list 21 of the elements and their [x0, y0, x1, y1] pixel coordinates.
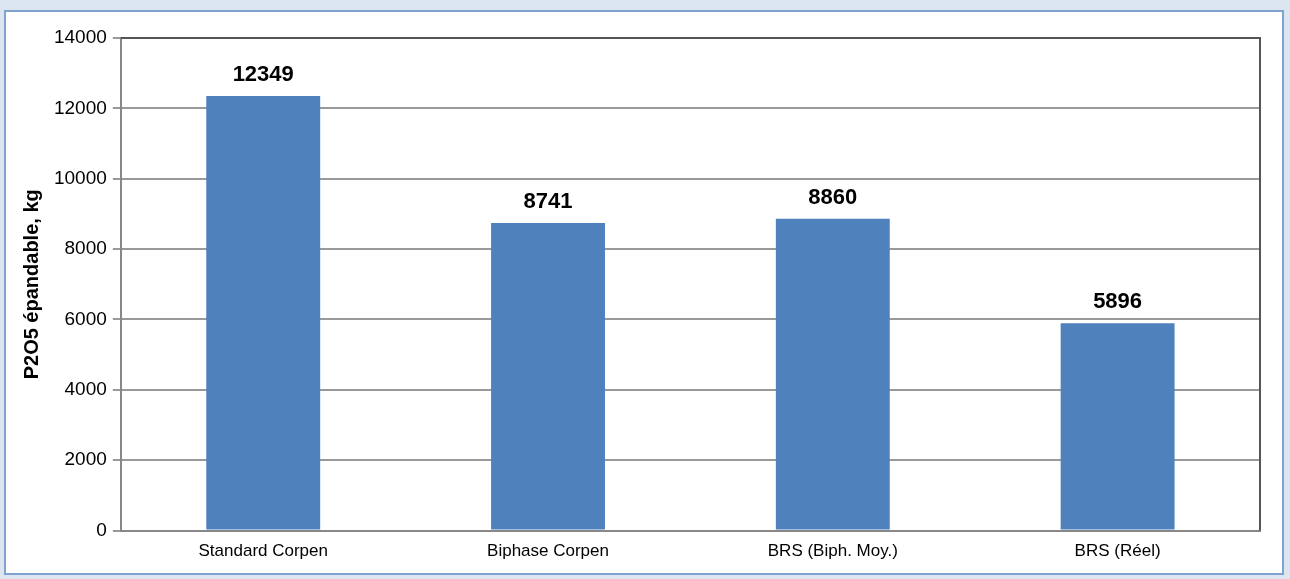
x-tick-label: BRS (Biph. Moy.) [767, 541, 898, 561]
data-label: 12349 [232, 61, 294, 87]
bar [775, 218, 890, 530]
bar [1060, 323, 1175, 530]
x-tick-label: Standard Corpen [198, 541, 328, 561]
x-tick-label: BRS (Réel) [1074, 541, 1161, 561]
y-tick-label: 10000 [53, 166, 107, 188]
bar [206, 96, 321, 530]
y-tick-label: 2000 [64, 448, 107, 470]
bar [491, 223, 605, 530]
y-tick-label: 8000 [64, 237, 107, 259]
data-label: 8860 [808, 183, 858, 209]
y-tick-label: 12000 [53, 96, 107, 118]
y-tick-label: 6000 [64, 307, 107, 329]
data-label: 5896 [1093, 288, 1143, 314]
x-tick-label: Biphase Corpen [487, 541, 609, 561]
y-axis-title: P2O5 épandable, kg [19, 189, 42, 380]
y-tick-label: 4000 [64, 378, 107, 400]
y-tick-label: 0 [96, 518, 107, 540]
data-label: 8741 [523, 188, 573, 214]
y-tick-label: 14000 [53, 26, 107, 48]
